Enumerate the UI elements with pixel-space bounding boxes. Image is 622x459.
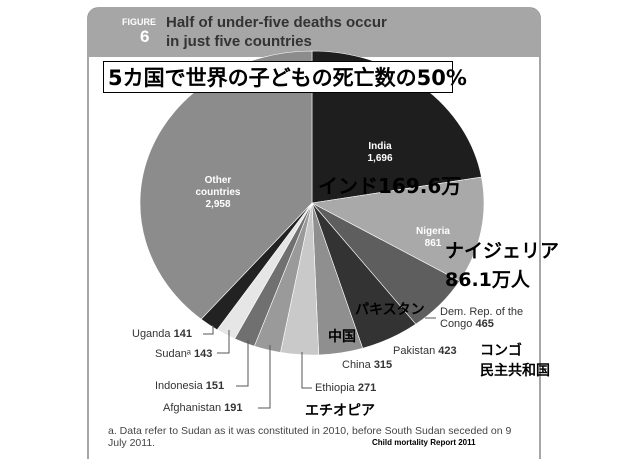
annotation: コンゴ bbox=[480, 343, 522, 359]
value-label: 315 bbox=[373, 359, 393, 371]
figure-label: FIGURE bbox=[122, 17, 157, 27]
figure-number: 6 bbox=[140, 27, 150, 46]
title-line: in just five countries bbox=[166, 33, 312, 50]
category-label: Sudanᵃ bbox=[155, 348, 191, 360]
slice-label: Ethiopia 271 bbox=[315, 382, 376, 394]
category-label: Uganda bbox=[132, 328, 171, 340]
chart-title: Half of under-five deaths occur in just … bbox=[166, 13, 387, 51]
value-label: 141 bbox=[173, 328, 192, 340]
category-label: China bbox=[342, 359, 371, 371]
slice-label: Uganda 141 bbox=[132, 328, 192, 340]
slice-label: Other countries 2,958 bbox=[188, 175, 248, 211]
pie-slice bbox=[139, 50, 313, 320]
slice-label: China 315 bbox=[342, 359, 392, 371]
category-label: Pakistan bbox=[393, 345, 436, 357]
leader-lines bbox=[203, 317, 436, 409]
slice-label: Dem. Rep. of the Congo 465 bbox=[440, 306, 530, 330]
category-label: Dem. Rep. of the Congo bbox=[440, 306, 524, 330]
leader-line bbox=[258, 345, 271, 409]
footnote: a. Data refer to Sudan as it was constit… bbox=[108, 425, 512, 449]
annotation: 民主共和国 bbox=[480, 363, 550, 379]
title-line: Half of under-five deaths occur bbox=[166, 14, 387, 31]
value-label: 465 bbox=[475, 318, 494, 330]
value-label: 271 bbox=[357, 382, 377, 394]
leader-line bbox=[217, 330, 230, 354]
annotation: 5カ国で世界の子どもの死亡数の50% bbox=[103, 61, 467, 93]
pie-slice bbox=[311, 176, 485, 282]
category-label: Indonesia bbox=[155, 380, 203, 392]
source: Child mortality Report 2011 bbox=[372, 438, 476, 447]
value-label: 2,958 bbox=[205, 199, 231, 210]
value-label: 1,696 bbox=[367, 153, 393, 164]
slice-label: Indonesia 151 bbox=[155, 380, 224, 392]
slice-label: Afghanistan 191 bbox=[163, 402, 243, 414]
slice-label: Pakistan 423 bbox=[393, 345, 457, 357]
value-label: 143 bbox=[193, 348, 213, 360]
annotation: 86.1万人 bbox=[445, 269, 530, 291]
header-band bbox=[88, 8, 540, 57]
annotation: パキスタン bbox=[355, 302, 425, 318]
category-label: Other countries bbox=[195, 175, 241, 198]
category-label: Afghanistan bbox=[163, 402, 222, 414]
slice-label: Sudanᵃ 143 bbox=[155, 348, 212, 360]
value-label: 861 bbox=[424, 238, 442, 249]
slice-label: Nigeria 861 bbox=[416, 226, 450, 250]
category-label: India bbox=[368, 141, 392, 152]
annotation: 中国 bbox=[328, 329, 356, 345]
value-label: 423 bbox=[438, 345, 457, 357]
annotation: ナイジェリア bbox=[445, 240, 560, 262]
category-label: Nigeria bbox=[416, 226, 450, 237]
slice-label: India 1,696 bbox=[367, 141, 392, 165]
leader-line bbox=[203, 325, 214, 335]
leader-line bbox=[301, 352, 312, 389]
value-label: 191 bbox=[224, 402, 243, 414]
category-label: Ethiopia bbox=[315, 382, 355, 394]
annotation: エチオピア bbox=[305, 403, 375, 419]
leader-line bbox=[236, 340, 249, 387]
value-label: 151 bbox=[205, 380, 225, 392]
annotation: インド169.6万 bbox=[318, 174, 462, 198]
